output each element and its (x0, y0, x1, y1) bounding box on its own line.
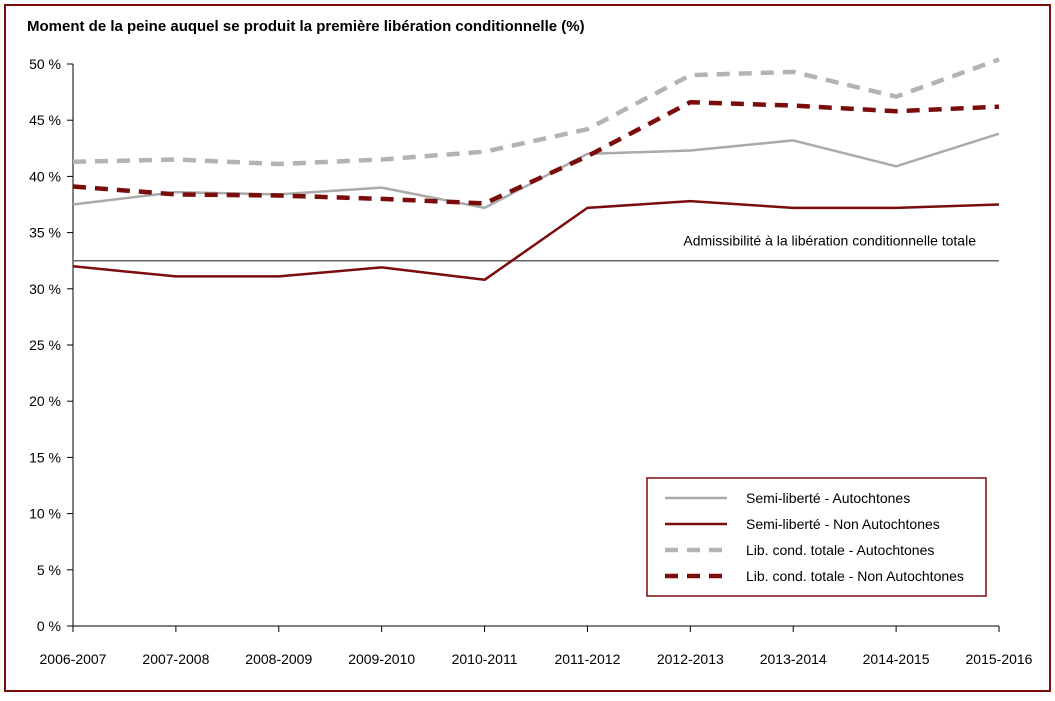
y-tick-label: 35 % (29, 225, 61, 241)
x-tick-label: 2006-2007 (40, 651, 107, 667)
x-tick-label: 2007-2008 (142, 651, 209, 667)
legend-label: Semi-liberté - Autochtones (746, 490, 910, 506)
series-line-4 (72, 99, 1000, 206)
reference-line-label: Admissibilité à la libération conditionn… (683, 233, 976, 249)
x-tick-label: 2011-2012 (554, 651, 620, 667)
x-tick-label: 2014-2015 (863, 651, 930, 667)
axes: 0 % 5 % 10 % 15 % 20 % 25 % 30 % 35 % 40 % 45 % 50… (29, 56, 1033, 667)
y-tick-label: 20 % (29, 393, 61, 409)
x-tick-label: 2008-2009 (245, 651, 312, 667)
legend-label: Lib. cond. totale - Non Autochtones (746, 568, 964, 584)
series-line-2 (72, 199, 1000, 282)
reference-line-group: Admissibilité à la libération conditionn… (73, 233, 999, 262)
chart-title: Moment de la peine auquel se produit la … (27, 18, 585, 35)
x-tick-label: 2015-2016 (966, 651, 1033, 667)
y-tick-label: 50 % (29, 56, 61, 72)
y-tick-label: 5 % (37, 562, 61, 578)
y-tick-label: 10 % (29, 506, 61, 522)
legend-label: Lib. cond. totale - Autochtones (746, 542, 934, 558)
chart-border (4, 4, 1051, 692)
x-tick-label: 2010-2011 (452, 651, 518, 667)
y-tick-label: 15 % (29, 449, 61, 465)
legend-label: Semi-liberté - Non Autochtones (746, 516, 940, 532)
y-tick-label: 25 % (29, 337, 61, 353)
series-group (72, 57, 1000, 282)
x-tick-label: 2013-2014 (760, 651, 827, 667)
y-tick-label: 45 % (29, 112, 61, 128)
y-tick-label: 0 % (37, 618, 61, 634)
x-tick-label: 2012-2013 (657, 651, 724, 667)
y-tick-label: 30 % (29, 281, 61, 297)
x-tick-label: 2009-2010 (348, 651, 415, 667)
series-line-3 (72, 57, 1000, 167)
legend: Semi-liberté - Autochtones Semi-liberté -… (646, 477, 987, 597)
y-tick-label: 40 % (29, 168, 61, 184)
